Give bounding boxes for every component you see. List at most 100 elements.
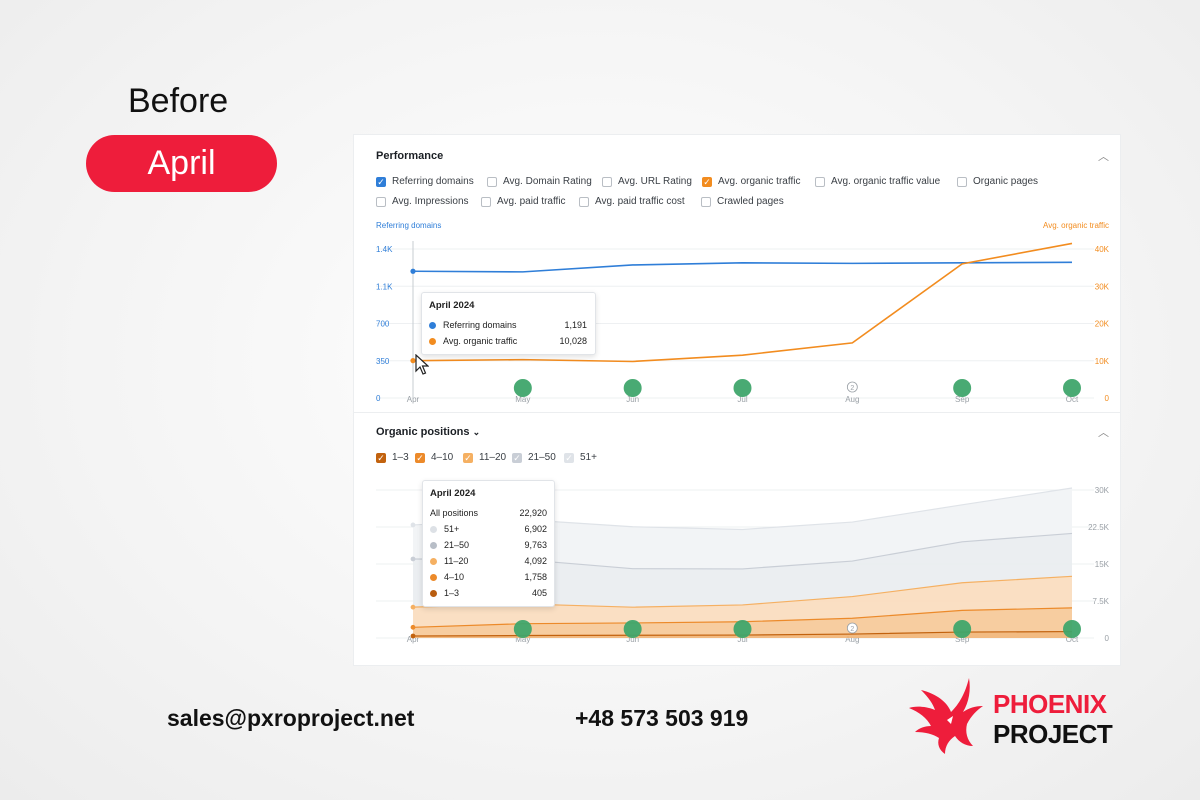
checkbox-icon: ✓ bbox=[702, 176, 712, 187]
tooltip-row-value: 9,763 bbox=[524, 540, 547, 550]
series-point-referring-domains bbox=[410, 268, 416, 274]
org-checkbox-21-50[interactable]: ✓ 21–50 bbox=[512, 452, 556, 463]
x-tick-label: Jul bbox=[737, 635, 747, 644]
right-tick-label: 0 bbox=[1105, 634, 1110, 643]
checkbox-icon: ✓ bbox=[564, 452, 574, 463]
perf-checkbox-avg-organic-traffic-value[interactable]: Avg. organic traffic value bbox=[815, 176, 940, 187]
series-line-avg-organic-traffic bbox=[412, 242, 1073, 363]
org-checkbox-4-10[interactable]: ✓ 4–10 bbox=[415, 452, 453, 463]
checkbox-icon: ✓ bbox=[512, 452, 522, 463]
perf-checkbox-crawled-pages[interactable]: Crawled pages bbox=[701, 196, 784, 207]
checkbox-icon bbox=[579, 196, 589, 207]
performance-chart[interactable]: 1.4K 1.1K 700 350 0 40K 30K 20K 10K 0 Apr May Jun Jul… bbox=[354, 135, 1120, 415]
tooltip-row-referring-domains: Referring domains 1,191 bbox=[429, 317, 587, 333]
perf-checkbox-referring-domains[interactable]: ✓ Referring domains bbox=[376, 176, 474, 187]
tooltip-row-label: 1–3 bbox=[444, 588, 460, 598]
x-tick-label: Sep bbox=[955, 395, 970, 404]
collapse-performance-chevron-icon[interactable]: ︿ bbox=[1098, 151, 1109, 163]
checkbox-label: 1–3 bbox=[392, 452, 409, 463]
left-tick-label: 0 bbox=[376, 394, 381, 403]
checkbox-icon bbox=[487, 176, 497, 187]
x-tick-label: May bbox=[515, 395, 530, 404]
perf-checkbox-avg-organic-traffic[interactable]: ✓ Avg. organic traffic bbox=[702, 176, 800, 187]
tooltip-row-1-3: 1–3 405 bbox=[430, 585, 547, 601]
checkbox-label: Avg. URL Rating bbox=[618, 176, 692, 187]
left-tick-label: 1.4K bbox=[376, 245, 393, 254]
checkbox-icon: ✓ bbox=[376, 176, 386, 187]
tooltip-row-value: 4,092 bbox=[524, 556, 547, 566]
series-dot bbox=[430, 541, 437, 549]
checkbox-label: 21–50 bbox=[528, 452, 556, 463]
right-tick-label: 30K bbox=[1095, 282, 1110, 291]
x-tick-label: Jun bbox=[626, 395, 639, 404]
x-tick-label: Oct bbox=[1066, 635, 1079, 644]
x-tick-label: Apr bbox=[407, 395, 420, 404]
checkbox-icon bbox=[815, 176, 825, 187]
collapse-organic-chevron-icon[interactable]: ︿ bbox=[1098, 427, 1109, 439]
organic-tooltip-title: April 2024 bbox=[430, 488, 476, 499]
annotation-marker-icon bbox=[846, 381, 858, 393]
tooltip-row-label: 11–20 bbox=[444, 556, 469, 566]
checkbox-icon: ✓ bbox=[463, 452, 473, 463]
tooltip-row-21-50: 21–50 9,763 bbox=[430, 537, 547, 553]
org-checkbox-51[interactable]: ✓ 51+ bbox=[564, 452, 597, 463]
x-tick-label: Jul bbox=[737, 395, 747, 404]
annotation-marker-icon bbox=[623, 379, 642, 397]
series-area-51 bbox=[413, 488, 1072, 569]
series-point-51 bbox=[410, 522, 416, 528]
series-dot bbox=[430, 557, 437, 565]
series-point-1-3 bbox=[410, 633, 416, 639]
performance-tooltip: April 2024 Referring domains 1,191 Avg. or… bbox=[421, 292, 596, 355]
organic-tooltip-total: All positions 22,920 bbox=[430, 505, 547, 521]
checkbox-label: Avg. paid traffic bbox=[497, 196, 566, 207]
month-pill: April bbox=[86, 135, 277, 192]
organic-positions-chart[interactable]: 30K 22.5K 15K 7.5K 0 Apr May Jun Jul Aug Sep Oct 2 bbox=[354, 135, 1120, 665]
x-tick-label: Oct bbox=[1066, 395, 1079, 404]
tooltip-row-value: 10,028 bbox=[559, 336, 587, 346]
contact-email[interactable]: sales@pxroproject.net bbox=[167, 705, 415, 731]
tooltip-row-avg-organic-traffic: Avg. organic traffic 10,028 bbox=[429, 333, 587, 349]
x-tick-label: Sep bbox=[955, 635, 970, 644]
right-tick-label: 0 bbox=[1105, 394, 1110, 403]
right-tick-label: 20K bbox=[1095, 320, 1110, 329]
perf-checkbox-avg-impressions[interactable]: Avg. Impressions bbox=[376, 196, 469, 207]
x-tick-label: Aug bbox=[845, 395, 859, 404]
performance-tooltip-title: April 2024 bbox=[429, 300, 475, 311]
perf-checkbox-avg-domain-rating[interactable]: Avg. Domain Rating bbox=[487, 176, 592, 187]
screenshot-card: Performance ︿ ✓ Referring domains Avg. Dom… bbox=[354, 135, 1120, 665]
right-tick-label: 10K bbox=[1095, 357, 1110, 366]
annotation-marker-icon bbox=[733, 379, 752, 397]
organic-positions-title[interactable]: Organic positions ⌄ bbox=[376, 426, 480, 438]
left-tick-label: 350 bbox=[376, 357, 390, 366]
brand-name-line2: PROJECT bbox=[993, 719, 1113, 749]
annotation-marker-icon bbox=[1063, 379, 1081, 397]
chevron-down-icon: ⌄ bbox=[472, 427, 481, 437]
tooltip-row-value: 6,902 bbox=[524, 524, 547, 534]
right-tick-label: 40K bbox=[1095, 245, 1110, 254]
org-checkbox-1-3[interactable]: ✓ 1–3 bbox=[376, 452, 409, 463]
perf-checkbox-avg-paid-traffic-cost[interactable]: Avg. paid traffic cost bbox=[579, 196, 685, 207]
tooltip-row-11-20: 11–20 4,092 bbox=[430, 553, 547, 569]
series-line-referring-domains bbox=[412, 261, 1073, 273]
tooltip-row-value: 405 bbox=[531, 588, 547, 598]
contact-phone[interactable]: +48 573 503 919 bbox=[575, 705, 749, 731]
annotation-marker-icon bbox=[1063, 620, 1081, 638]
checkbox-icon: ✓ bbox=[376, 452, 386, 463]
organic-tooltip: April 2024 All positions 22,920 51+ 6,902… bbox=[422, 480, 555, 607]
checkbox-label: Referring domains bbox=[392, 176, 474, 187]
series-dot bbox=[429, 321, 436, 329]
perf-checkbox-avg-paid-traffic[interactable]: Avg. paid traffic bbox=[481, 196, 566, 207]
checkbox-icon bbox=[481, 196, 491, 207]
perf-checkbox-organic-pages[interactable]: Organic pages bbox=[957, 176, 1038, 187]
annotation-marker-icon bbox=[846, 622, 858, 634]
annotation-marker-icon bbox=[513, 379, 532, 397]
x-tick-label: May bbox=[515, 635, 530, 644]
annotation-count: 2 bbox=[850, 385, 854, 392]
series-dot bbox=[430, 589, 437, 597]
annotation-marker-icon bbox=[623, 620, 642, 638]
tooltip-total-value: 22,920 bbox=[519, 508, 547, 518]
checkbox-label: Avg. organic traffic bbox=[718, 176, 801, 187]
org-checkbox-11-20[interactable]: ✓ 11–20 bbox=[463, 452, 506, 463]
perf-checkbox-avg-url-rating[interactable]: Avg. URL Rating bbox=[602, 176, 692, 187]
checkbox-label: Avg. paid traffic cost bbox=[595, 196, 685, 207]
